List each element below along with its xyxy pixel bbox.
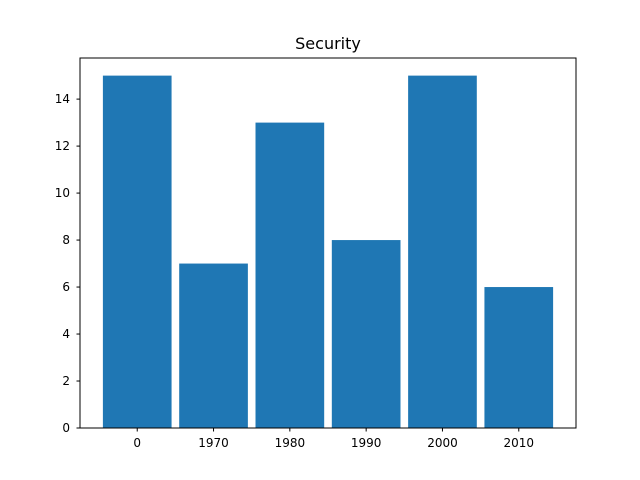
plot-frame <box>79 57 577 429</box>
y-tick-label: 10 <box>55 186 70 200</box>
y-tick-label: 8 <box>62 233 70 247</box>
chart-title: Security <box>295 34 361 53</box>
y-tick-label: 6 <box>62 280 70 294</box>
y-tick-label: 4 <box>62 327 70 341</box>
bar-1970 <box>179 263 248 428</box>
x-tick-label: 0 <box>133 436 141 450</box>
x-axis: 0 1970 1980 1990 2000 2010 <box>133 428 534 450</box>
bar-2010 <box>484 287 554 428</box>
x-tick-label: 1980 <box>275 436 306 450</box>
y-axis: 0 2 4 6 8 10 12 14 <box>55 92 80 435</box>
y-tick-label: 2 <box>62 374 70 388</box>
y-tick-label: 0 <box>62 421 70 435</box>
y-tick-label: 14 <box>55 92 70 106</box>
x-tick-label: 1970 <box>198 436 229 450</box>
x-tick-label: 2000 <box>427 436 458 450</box>
bar-1990 <box>331 240 401 428</box>
y-tick-label: 12 <box>55 139 70 153</box>
bars-layer <box>102 75 554 428</box>
x-tick-label: 2010 <box>503 436 534 450</box>
bar-1980 <box>255 122 325 428</box>
bar-0 <box>102 75 172 428</box>
bar-2000 <box>408 75 477 428</box>
x-tick-label: 1990 <box>351 436 382 450</box>
